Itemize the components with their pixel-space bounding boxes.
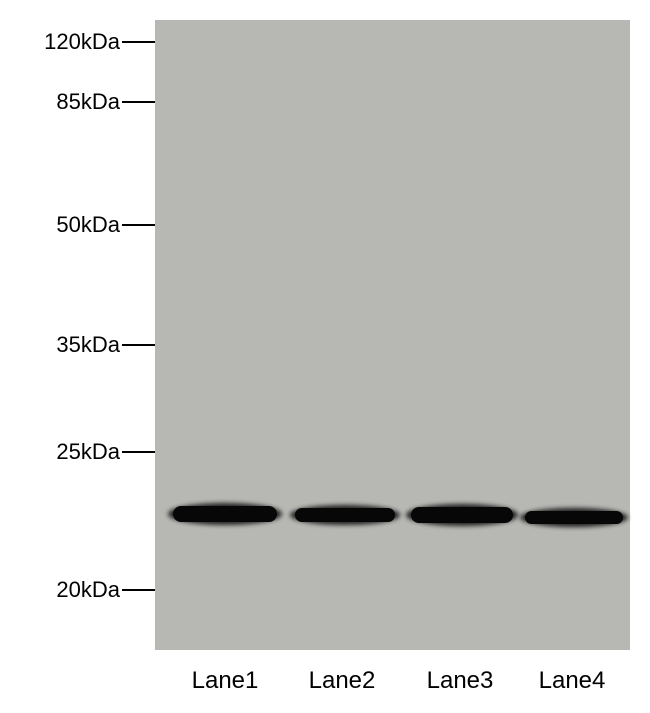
protein-band xyxy=(522,510,626,525)
mw-tick xyxy=(122,101,155,103)
lane-label: Lane2 xyxy=(309,667,376,695)
mw-label: 50kDa xyxy=(10,212,120,238)
mw-label: 120kDa xyxy=(10,29,120,55)
mw-tick xyxy=(122,224,155,226)
mw-tick xyxy=(122,589,155,591)
lane-label: Lane3 xyxy=(427,667,494,695)
mw-tick xyxy=(122,344,155,346)
protein-band xyxy=(408,506,516,524)
protein-band xyxy=(170,505,280,523)
gel-membrane xyxy=(155,20,630,650)
mw-tick xyxy=(122,41,155,43)
mw-label: 20kDa xyxy=(10,577,120,603)
lane-label: Lane4 xyxy=(539,667,606,695)
mw-label: 85kDa xyxy=(10,89,120,115)
mw-tick xyxy=(122,451,155,453)
western-blot-figure: 120kDa 85kDa 50kDa 35kDa 25kDa 20kDa Lane1 Lan… xyxy=(0,0,650,713)
mw-label: 35kDa xyxy=(10,332,120,358)
protein-band xyxy=(292,507,398,523)
lane-label: Lane1 xyxy=(192,667,259,695)
mw-label: 25kDa xyxy=(10,439,120,465)
